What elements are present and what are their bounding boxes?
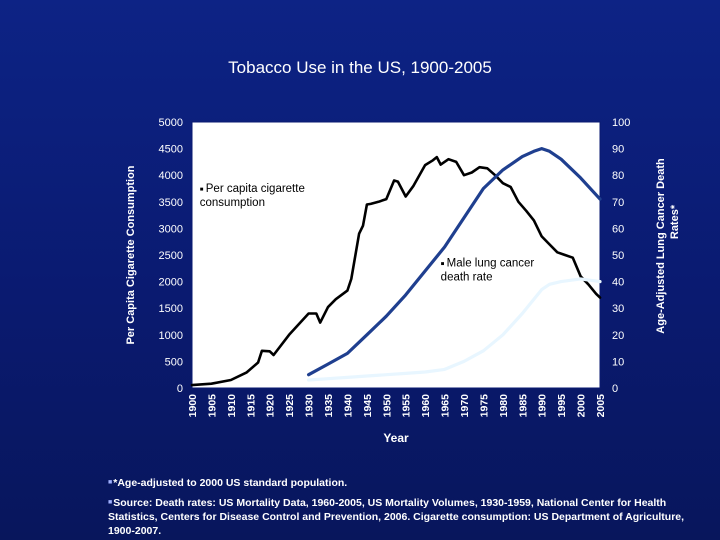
annotation-label-2: Male lung cancer death rate bbox=[441, 258, 535, 284]
right-tick-label: 20 bbox=[612, 330, 624, 342]
left-tick-label: 4000 bbox=[159, 170, 183, 182]
annotation-bullet-icon: ■ bbox=[441, 262, 445, 268]
annotation-label-1: Per capita cigarette consumption bbox=[200, 183, 305, 209]
x-tick-label: 1970 bbox=[459, 394, 471, 418]
x-tick-label: 1935 bbox=[323, 394, 335, 418]
x-tick-label: 1950 bbox=[381, 394, 393, 418]
left-tick-label: 2500 bbox=[159, 250, 183, 262]
x-tick-label: 1980 bbox=[498, 394, 510, 418]
x-tick-label: 1905 bbox=[206, 394, 218, 418]
bullet-icon: ■ bbox=[108, 499, 113, 507]
left-tick-label: 2000 bbox=[159, 277, 183, 289]
bullet-icon: ■ bbox=[108, 479, 113, 487]
left-tick-label: 500 bbox=[165, 356, 183, 368]
x-tick-label: 1965 bbox=[440, 394, 452, 418]
right-tick-label: 0 bbox=[612, 383, 618, 395]
x-tick-label: 2005 bbox=[595, 394, 607, 418]
annotation-bullet-icon: ■ bbox=[480, 358, 484, 364]
x-tick-label: 1955 bbox=[401, 394, 413, 418]
annotation-label-3: Female lung cancer death rate bbox=[480, 354, 570, 380]
x-tick-label: 1990 bbox=[537, 394, 549, 418]
footnote-source-text: Source: Death rates: US Mortality Data, … bbox=[108, 497, 685, 538]
left-tick-label: 3500 bbox=[159, 197, 183, 209]
y-axis-right-label: Age-Adjusted Lung Cancer Death Rates* bbox=[655, 158, 681, 334]
series-line-3 bbox=[307, 277, 602, 382]
series-line-1 bbox=[190, 155, 602, 387]
footnote-source: ■Source: Death rates: US Mortality Data,… bbox=[108, 496, 708, 538]
x-tick-label: 1945 bbox=[362, 394, 374, 418]
x-tick-label: 1975 bbox=[478, 394, 490, 418]
footnote-age-adjusted: ■*Age-adjusted to 2000 US standard popul… bbox=[108, 476, 668, 490]
right-tick-label: 10 bbox=[612, 356, 624, 368]
x-tick-label: 1930 bbox=[304, 394, 316, 418]
right-tick-label: 50 bbox=[612, 250, 624, 262]
plot-area bbox=[191, 121, 601, 389]
x-tick-label: 2000 bbox=[576, 394, 588, 418]
x-tick-label: 1995 bbox=[556, 394, 568, 418]
x-tick-label: 1960 bbox=[420, 394, 432, 418]
x-tick-label: 1920 bbox=[265, 394, 277, 418]
right-tick-label: 100 bbox=[612, 117, 630, 129]
annotation-bullet-icon: ■ bbox=[200, 187, 204, 193]
x-tick-label: 1910 bbox=[226, 394, 238, 418]
left-tick-label: 0 bbox=[177, 383, 183, 395]
x-tick-label: 1900 bbox=[187, 394, 199, 418]
right-tick-label: 40 bbox=[612, 277, 624, 289]
right-tick-label: 60 bbox=[612, 223, 624, 235]
x-tick-label: 1985 bbox=[517, 394, 529, 418]
right-tick-label: 70 bbox=[612, 197, 624, 209]
right-tick-label: 80 bbox=[612, 170, 624, 182]
y-axis-left-label: Per Capita Cigarette Consumption bbox=[125, 165, 137, 344]
series-line-2 bbox=[307, 147, 602, 377]
left-tick-label: 1000 bbox=[159, 330, 183, 342]
x-tick-label: 1915 bbox=[245, 394, 257, 418]
left-tick-label: 4500 bbox=[159, 144, 183, 156]
left-tick-label: 3000 bbox=[159, 223, 183, 235]
left-tick-label: 5000 bbox=[159, 117, 183, 129]
x-tick-label: 1925 bbox=[284, 394, 296, 418]
left-tick-label: 1500 bbox=[159, 303, 183, 315]
footnote-age-adjusted-text: *Age-adjusted to 2000 US standard popula… bbox=[113, 477, 348, 489]
right-tick-label: 90 bbox=[612, 144, 624, 156]
right-tick-label: 30 bbox=[612, 303, 624, 315]
chart-title: Tobacco Use in the US, 1900-2005 bbox=[228, 58, 492, 77]
x-tick-label: 1940 bbox=[342, 394, 354, 418]
x-axis-label: Year bbox=[383, 431, 409, 445]
